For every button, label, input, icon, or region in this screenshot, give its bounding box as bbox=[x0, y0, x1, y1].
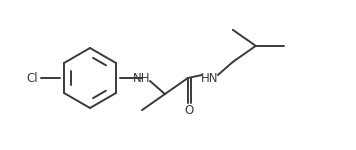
Text: O: O bbox=[185, 104, 194, 117]
Text: Cl: Cl bbox=[26, 72, 38, 84]
Text: NH: NH bbox=[133, 72, 151, 84]
Text: HN: HN bbox=[201, 72, 219, 84]
